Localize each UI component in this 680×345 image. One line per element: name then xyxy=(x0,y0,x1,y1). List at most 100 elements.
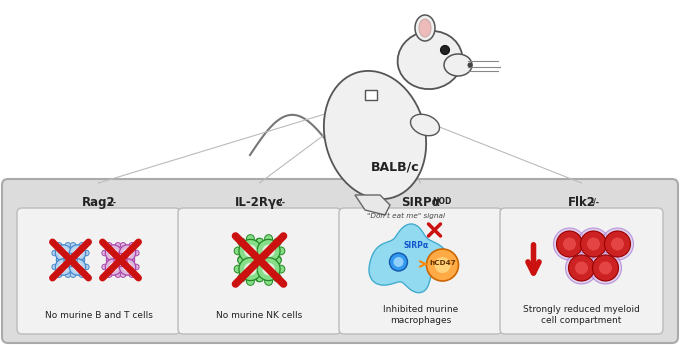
Text: Flk2: Flk2 xyxy=(568,196,596,209)
Circle shape xyxy=(394,257,403,267)
Circle shape xyxy=(129,257,135,262)
Circle shape xyxy=(563,237,576,250)
Circle shape xyxy=(65,257,71,262)
Text: hCD47: hCD47 xyxy=(429,260,456,266)
Circle shape xyxy=(238,274,245,282)
Text: -/-: -/- xyxy=(108,197,117,206)
Circle shape xyxy=(59,263,68,272)
Circle shape xyxy=(105,245,122,261)
Circle shape xyxy=(66,250,71,256)
Circle shape xyxy=(390,253,407,271)
Circle shape xyxy=(84,264,89,270)
Circle shape xyxy=(116,264,122,270)
Circle shape xyxy=(75,264,80,270)
Circle shape xyxy=(73,248,82,257)
Circle shape xyxy=(273,256,282,264)
Circle shape xyxy=(234,247,242,255)
Circle shape xyxy=(602,228,634,260)
Circle shape xyxy=(119,259,136,275)
Circle shape xyxy=(581,231,607,257)
Circle shape xyxy=(244,245,257,257)
Circle shape xyxy=(69,250,75,256)
Circle shape xyxy=(259,265,267,273)
Circle shape xyxy=(122,264,126,268)
Circle shape xyxy=(273,256,282,264)
Circle shape xyxy=(65,258,71,264)
Circle shape xyxy=(257,258,280,280)
Circle shape xyxy=(238,256,245,264)
Circle shape xyxy=(102,264,107,270)
Circle shape xyxy=(257,239,280,263)
Circle shape xyxy=(273,274,282,282)
Circle shape xyxy=(244,263,257,275)
Circle shape xyxy=(75,250,80,256)
Circle shape xyxy=(65,272,71,277)
Circle shape xyxy=(129,258,135,264)
Circle shape xyxy=(65,252,69,256)
Circle shape xyxy=(590,252,622,284)
Circle shape xyxy=(68,258,73,263)
Circle shape xyxy=(592,255,619,281)
Ellipse shape xyxy=(419,19,431,37)
Text: "Don't eat me" signal: "Don't eat me" signal xyxy=(367,213,445,219)
Circle shape xyxy=(79,258,85,264)
Text: No murine NK cells: No murine NK cells xyxy=(216,310,303,319)
Circle shape xyxy=(246,277,254,285)
Circle shape xyxy=(61,250,67,256)
Circle shape xyxy=(56,243,62,248)
Circle shape xyxy=(238,256,245,264)
Circle shape xyxy=(265,247,273,255)
Circle shape xyxy=(70,258,76,264)
Text: No murine B and T cells: No murine B and T cells xyxy=(45,310,152,319)
Circle shape xyxy=(111,250,116,256)
Circle shape xyxy=(115,252,119,256)
Circle shape xyxy=(56,257,62,262)
Circle shape xyxy=(239,258,262,280)
Text: -/-: -/- xyxy=(276,197,286,206)
Circle shape xyxy=(124,264,131,270)
Circle shape xyxy=(273,238,282,246)
Text: NOD: NOD xyxy=(432,197,452,206)
Circle shape xyxy=(262,245,275,257)
Circle shape xyxy=(566,252,598,284)
Circle shape xyxy=(73,263,82,272)
Circle shape xyxy=(65,243,71,248)
Circle shape xyxy=(116,250,122,256)
Circle shape xyxy=(256,256,264,264)
Ellipse shape xyxy=(415,15,435,41)
Circle shape xyxy=(234,265,242,273)
Circle shape xyxy=(120,272,126,277)
Circle shape xyxy=(106,272,112,277)
Circle shape xyxy=(256,274,264,282)
Circle shape xyxy=(265,259,273,267)
Circle shape xyxy=(109,248,118,257)
Circle shape xyxy=(72,252,76,256)
Circle shape xyxy=(256,256,264,264)
Text: SIRPα: SIRPα xyxy=(401,196,440,209)
Circle shape xyxy=(554,228,585,260)
Circle shape xyxy=(122,252,126,256)
Circle shape xyxy=(587,237,600,250)
Circle shape xyxy=(56,272,62,277)
Text: Inhibited murine
macrophages: Inhibited murine macrophages xyxy=(383,305,458,325)
Circle shape xyxy=(120,257,126,262)
FancyBboxPatch shape xyxy=(500,208,663,334)
Circle shape xyxy=(61,264,67,270)
Circle shape xyxy=(265,253,273,261)
Circle shape xyxy=(265,277,273,285)
Circle shape xyxy=(52,250,58,256)
Circle shape xyxy=(252,247,260,255)
Circle shape xyxy=(70,257,76,262)
FancyBboxPatch shape xyxy=(2,179,678,343)
Circle shape xyxy=(255,274,263,282)
Circle shape xyxy=(106,243,112,248)
Circle shape xyxy=(611,237,624,250)
Ellipse shape xyxy=(411,114,439,136)
Circle shape xyxy=(79,272,85,277)
Circle shape xyxy=(246,259,254,267)
Circle shape xyxy=(70,243,76,248)
Circle shape xyxy=(79,257,85,262)
Circle shape xyxy=(568,255,594,281)
Circle shape xyxy=(246,247,254,255)
Circle shape xyxy=(115,243,121,248)
